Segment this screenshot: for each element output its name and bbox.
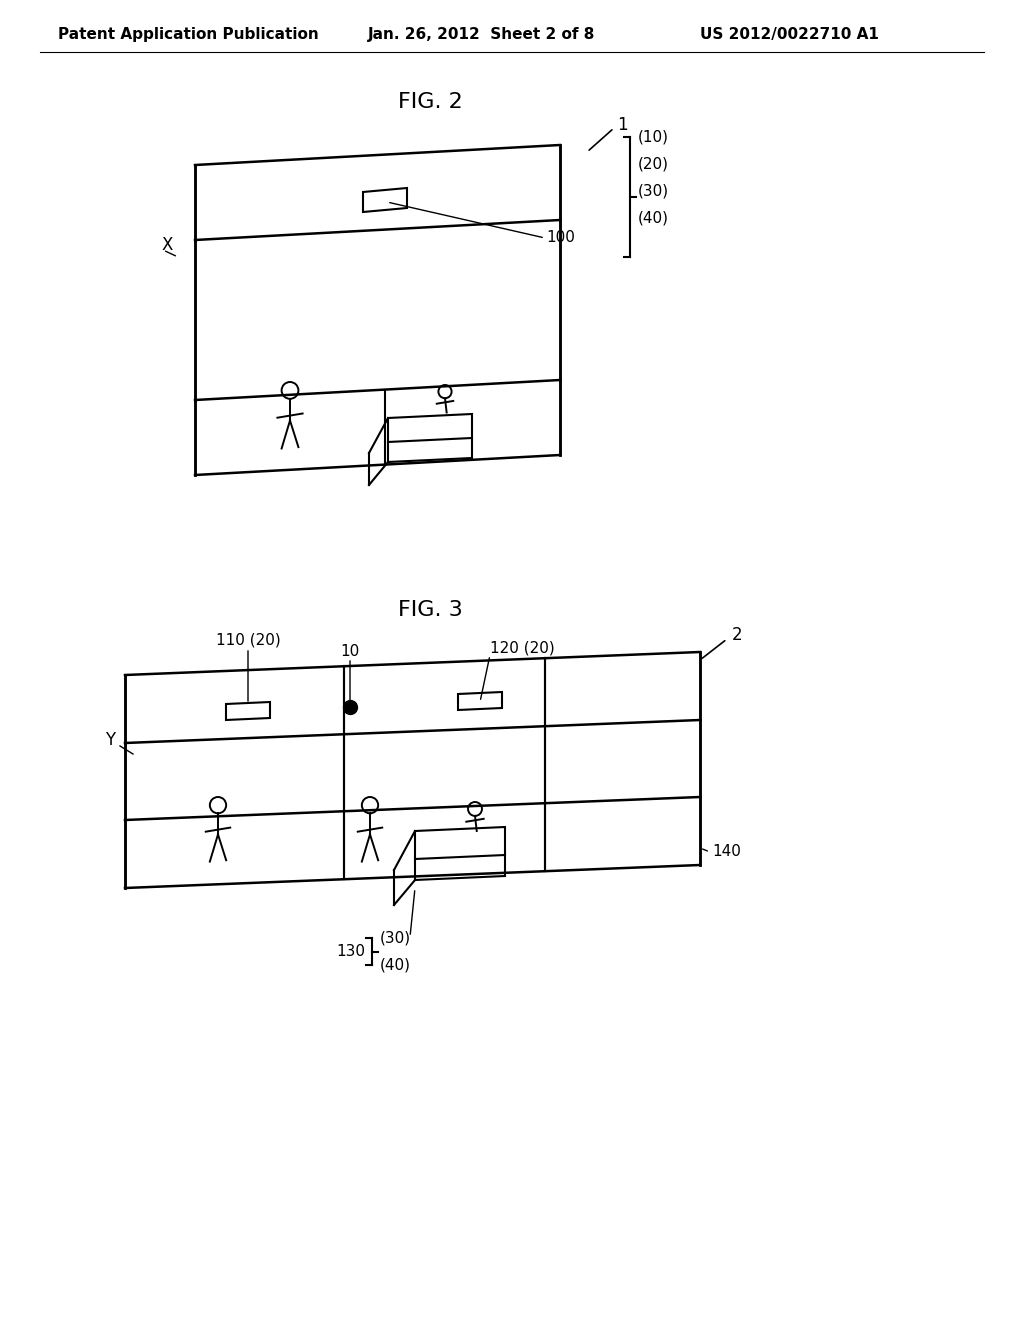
Text: (30): (30) (638, 183, 669, 198)
Text: Y: Y (105, 731, 115, 748)
Text: X: X (162, 236, 173, 253)
Text: 10: 10 (340, 644, 359, 660)
Text: 1: 1 (617, 116, 628, 135)
Text: 130: 130 (336, 945, 365, 960)
Text: 140: 140 (712, 845, 741, 859)
Text: 110 (20): 110 (20) (216, 632, 281, 648)
Text: Patent Application Publication: Patent Application Publication (58, 28, 318, 42)
Text: 100: 100 (546, 231, 575, 246)
Text: (30): (30) (380, 931, 411, 945)
Text: Jan. 26, 2012  Sheet 2 of 8: Jan. 26, 2012 Sheet 2 of 8 (368, 28, 595, 42)
Text: 2: 2 (732, 626, 742, 644)
Text: (40): (40) (380, 957, 411, 973)
Text: 120 (20): 120 (20) (490, 640, 555, 656)
Text: FIG. 3: FIG. 3 (397, 601, 463, 620)
Text: (20): (20) (638, 157, 669, 172)
Text: (10): (10) (638, 129, 669, 144)
Text: FIG. 2: FIG. 2 (397, 92, 463, 112)
Text: US 2012/0022710 A1: US 2012/0022710 A1 (700, 28, 879, 42)
Text: (40): (40) (638, 210, 669, 226)
